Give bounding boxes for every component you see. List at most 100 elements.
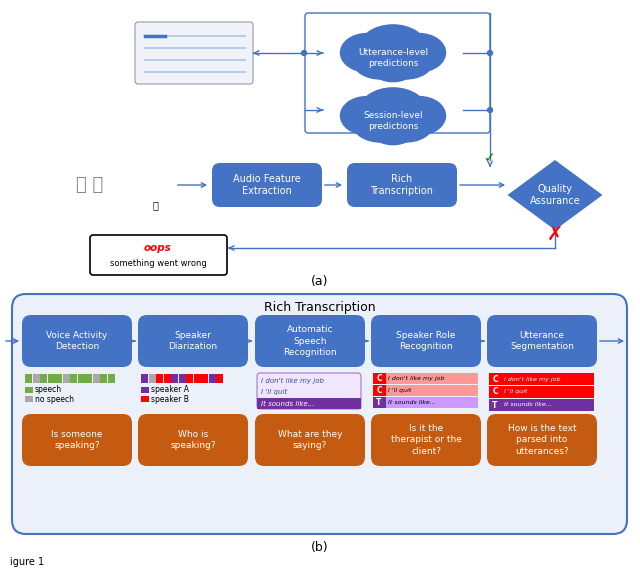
Ellipse shape <box>378 43 434 80</box>
Bar <box>47 374 54 383</box>
Circle shape <box>301 50 307 56</box>
Text: ✓: ✓ <box>484 151 496 165</box>
Text: It sounds like...: It sounds like... <box>388 400 436 405</box>
Bar <box>193 374 200 383</box>
Text: I 'll quit: I 'll quit <box>388 388 412 393</box>
Text: I don't like my job: I don't like my job <box>388 376 445 381</box>
Circle shape <box>488 50 493 56</box>
Bar <box>93 374 99 383</box>
Text: Is it the
therapist or the
client?: Is it the therapist or the client? <box>390 425 461 456</box>
Bar <box>373 385 386 396</box>
Ellipse shape <box>393 33 446 72</box>
Bar <box>108 374 115 383</box>
Bar <box>85 374 92 383</box>
FancyBboxPatch shape <box>255 414 365 466</box>
FancyBboxPatch shape <box>371 315 481 367</box>
Text: C: C <box>376 374 382 383</box>
Bar <box>386 397 478 408</box>
FancyBboxPatch shape <box>40 155 170 225</box>
FancyBboxPatch shape <box>90 235 227 275</box>
Text: ✗: ✗ <box>547 226 563 245</box>
Text: speaker B: speaker B <box>151 394 189 403</box>
Bar <box>77 374 84 383</box>
Text: Is someone
speaking?: Is someone speaking? <box>51 430 103 450</box>
Text: Quality
Assurance: Quality Assurance <box>530 184 580 206</box>
Text: C: C <box>376 386 382 395</box>
Ellipse shape <box>393 96 446 135</box>
Text: (b): (b) <box>311 541 329 555</box>
Bar <box>373 397 386 408</box>
Bar <box>25 374 32 383</box>
Bar <box>489 386 502 398</box>
Text: speaker A: speaker A <box>151 386 189 394</box>
Polygon shape <box>508 160 602 230</box>
Text: I don't like my job: I don't like my job <box>504 376 561 382</box>
Text: igure 1: igure 1 <box>10 557 44 567</box>
Bar <box>40 374 47 383</box>
Ellipse shape <box>371 116 415 146</box>
FancyBboxPatch shape <box>135 22 253 84</box>
Bar <box>141 374 148 383</box>
Bar <box>163 374 170 383</box>
Text: I 'll quit: I 'll quit <box>261 389 287 395</box>
Text: I 'll quit: I 'll quit <box>504 390 527 394</box>
Bar <box>33 374 40 383</box>
Bar <box>171 374 178 383</box>
FancyBboxPatch shape <box>371 414 481 466</box>
Bar <box>386 385 478 396</box>
Bar <box>502 386 594 398</box>
Text: T: T <box>376 398 381 407</box>
FancyBboxPatch shape <box>487 315 597 367</box>
Text: T: T <box>492 401 498 410</box>
Text: Voice Activity
Detection: Voice Activity Detection <box>46 331 108 351</box>
Bar <box>257 398 361 409</box>
Bar <box>373 373 386 384</box>
Text: no speech: no speech <box>35 394 74 403</box>
FancyBboxPatch shape <box>487 414 597 466</box>
FancyBboxPatch shape <box>138 315 248 367</box>
Bar <box>489 373 502 385</box>
Ellipse shape <box>349 37 436 76</box>
Bar <box>179 374 186 383</box>
Bar <box>502 399 594 411</box>
Text: Speaker Role
Recognition: Speaker Role Recognition <box>396 331 456 351</box>
Text: Audio Feature
Extraction: Audio Feature Extraction <box>233 174 301 196</box>
FancyBboxPatch shape <box>212 163 322 207</box>
FancyBboxPatch shape <box>22 414 132 466</box>
Text: Rich Transcription: Rich Transcription <box>264 300 376 313</box>
Ellipse shape <box>353 43 408 80</box>
Text: something went wrong: something went wrong <box>109 258 206 268</box>
Bar <box>201 374 208 383</box>
Ellipse shape <box>340 96 393 135</box>
Text: Automatic
Speech
Recognition: Automatic Speech Recognition <box>283 325 337 356</box>
Bar <box>141 387 149 393</box>
Bar <box>502 373 594 385</box>
Text: Session-level
predictions: Session-level predictions <box>363 111 423 131</box>
Bar <box>216 374 223 383</box>
Bar <box>386 373 478 384</box>
Bar <box>25 396 33 402</box>
Text: Rich
Transcription: Rich Transcription <box>371 174 433 196</box>
Bar <box>186 374 193 383</box>
Bar <box>25 387 33 393</box>
Text: oops: oops <box>144 243 172 253</box>
Bar <box>100 374 107 383</box>
Bar <box>55 374 62 383</box>
Text: C: C <box>492 375 498 383</box>
Bar <box>63 374 70 383</box>
Bar <box>156 374 163 383</box>
Text: I don't like my job: I don't like my job <box>261 378 324 384</box>
Text: It sounds like...: It sounds like... <box>261 401 314 407</box>
Text: How is the text
parsed into
utterances?: How is the text parsed into utterances? <box>508 425 576 456</box>
Text: Who is
speaking?: Who is speaking? <box>170 430 216 450</box>
Text: Utterance-level
predictions: Utterance-level predictions <box>358 48 428 68</box>
Text: What are they
saying?: What are they saying? <box>278 430 342 450</box>
Bar <box>489 399 502 411</box>
FancyBboxPatch shape <box>22 315 132 367</box>
FancyBboxPatch shape <box>257 373 361 409</box>
Text: speech: speech <box>35 386 62 394</box>
Ellipse shape <box>358 24 428 73</box>
FancyBboxPatch shape <box>255 315 365 367</box>
Ellipse shape <box>378 106 434 143</box>
Ellipse shape <box>353 106 408 143</box>
